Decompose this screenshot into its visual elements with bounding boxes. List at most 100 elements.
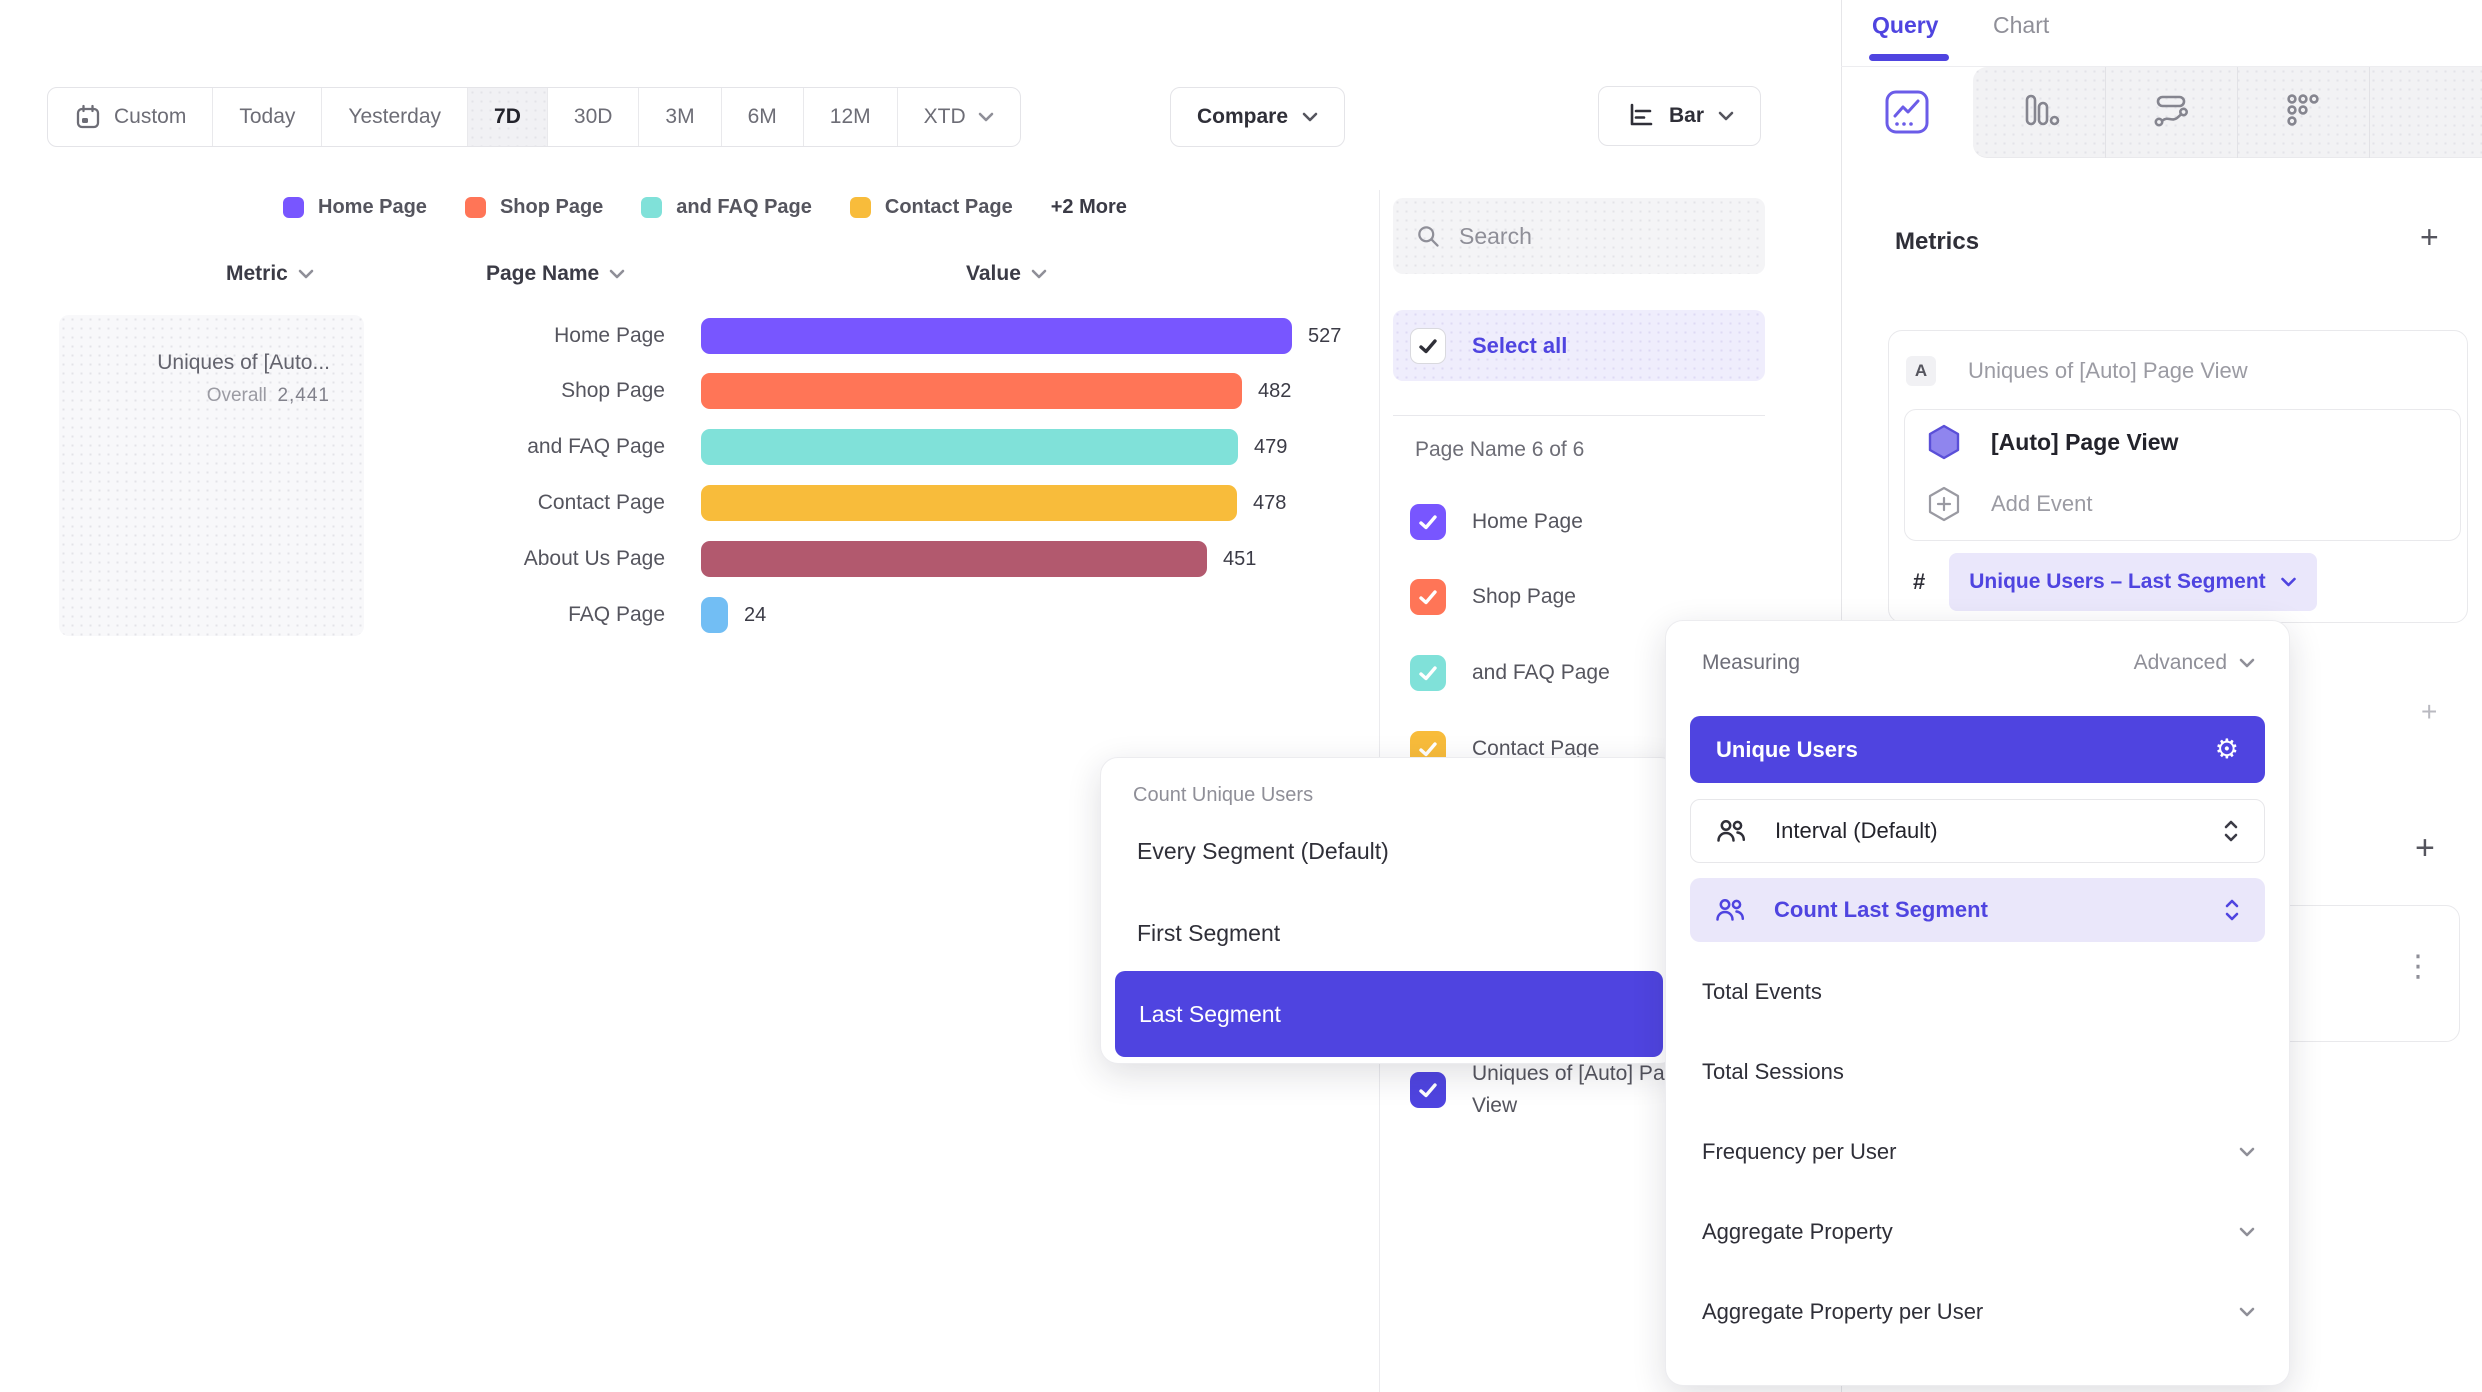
- chevron-down-icon: [609, 269, 625, 279]
- filter-divider: [1393, 415, 1765, 416]
- strip-top-border: [1841, 66, 2482, 67]
- chevron-down-icon: [2239, 658, 2255, 668]
- date-range-12m[interactable]: 12M: [804, 88, 898, 146]
- add-event-label: Add Event: [1991, 491, 2093, 516]
- bar[interactable]: [701, 318, 1292, 354]
- date-range-today[interactable]: Today: [213, 88, 323, 146]
- column-header-metric[interactable]: Metric: [226, 262, 314, 286]
- flows-tab-icon[interactable]: [2148, 89, 2194, 135]
- bar[interactable]: [701, 373, 1242, 409]
- date-range-yesterday[interactable]: Yesterday: [322, 88, 469, 146]
- bar-value: 479: [1254, 435, 1288, 458]
- measuring-option-aggregate-property[interactable]: Aggregate Property: [1702, 1210, 2255, 1254]
- measuring-option-frequency-per-user[interactable]: Frequency per User: [1702, 1130, 2255, 1174]
- event-row[interactable]: [Auto] Page View: [1927, 424, 2178, 460]
- measuring-option-total-events[interactable]: Total Events: [1702, 979, 1822, 1004]
- bar-row-label: FAQ Page: [568, 603, 665, 626]
- count-last-segment-row[interactable]: Count Last Segment: [1690, 878, 2265, 942]
- advanced-dropdown[interactable]: Advanced: [2134, 651, 2255, 675]
- checkbox-checked[interactable]: [1410, 579, 1446, 615]
- bar[interactable]: [701, 597, 728, 633]
- measurement-chip[interactable]: Unique Users – Last Segment: [1949, 553, 2317, 611]
- insights-line-chart-tab-icon[interactable]: [1884, 89, 1930, 135]
- retention-dots-tab-icon[interactable]: [2280, 89, 2326, 135]
- select-all-checkbox[interactable]: [1410, 327, 1446, 364]
- bar-row-label: About Us Page: [523, 547, 665, 570]
- chart-type-button[interactable]: Bar: [1598, 86, 1762, 146]
- tab-query[interactable]: Query: [1872, 12, 1939, 38]
- filter-item-home-page[interactable]: Home Page: [1410, 504, 1583, 540]
- add-metric-button[interactable]: +: [2420, 219, 2439, 255]
- measuring-option-total-sessions[interactable]: Total Sessions: [1702, 1059, 1844, 1084]
- tab-chart[interactable]: Chart: [1993, 12, 2050, 38]
- bar-row-label: and FAQ Page: [527, 435, 665, 458]
- bar[interactable]: [701, 541, 1207, 577]
- date-range-custom[interactable]: Custom: [48, 88, 214, 146]
- horizontal-bar-chart-icon: [1630, 103, 1653, 126]
- legend-item[interactable]: Contact Page: [849, 196, 1013, 219]
- legend-swatch: [464, 197, 486, 218]
- option-every-segment[interactable]: Every Segment (Default): [1137, 838, 1389, 864]
- column-header-page-name[interactable]: Page Name: [486, 262, 625, 286]
- tab-separator: [2369, 67, 2370, 158]
- metric-cell-title: Uniques of [Auto...: [157, 351, 330, 374]
- check-icon: [1419, 1083, 1437, 1098]
- users-icon: [1716, 899, 1745, 921]
- legend-more[interactable]: +2 More: [1050, 196, 1127, 218]
- bar-value: 451: [1223, 547, 1257, 570]
- measuring-title: Measuring: [1702, 651, 1801, 674]
- legend-item[interactable]: Home Page: [283, 196, 427, 219]
- search-input[interactable]: [1458, 222, 1743, 250]
- option-first-segment[interactable]: First Segment: [1137, 920, 1281, 946]
- filter-group-label: Page Name 6 of 6: [1415, 438, 1585, 461]
- legend-item[interactable]: and FAQ Page: [641, 196, 812, 219]
- users-icon: [1717, 820, 1746, 842]
- legend-swatch: [849, 197, 871, 218]
- legend-item[interactable]: Shop Page: [464, 196, 603, 219]
- table-row: About Us Page 451: [0, 541, 1370, 577]
- chevron-down-icon: [1302, 112, 1318, 122]
- chevron-down-icon: [2280, 577, 2296, 587]
- add-event-hexagon-icon: [1928, 486, 1960, 522]
- search-icon: [1418, 226, 1439, 247]
- bar-row-label: Shop Page: [561, 379, 665, 402]
- number-format-hash: #: [1913, 569, 1926, 594]
- bar-row-label: Home Page: [554, 324, 665, 347]
- metric-card-title: Uniques of [Auto] Page View: [1968, 358, 2248, 383]
- gear-icon[interactable]: ⚙: [2214, 734, 2239, 765]
- select-all-label: Select all: [1472, 332, 1568, 358]
- bar[interactable]: [701, 485, 1237, 521]
- metric-cell[interactable]: Uniques of [Auto... Overall 2,441: [59, 315, 364, 636]
- checkbox-checked[interactable]: [1410, 504, 1446, 540]
- funnel-bars-tab-icon[interactable]: [2016, 89, 2062, 135]
- option-last-segment-selected[interactable]: Last Segment: [1115, 971, 1663, 1057]
- add-filter-button[interactable]: +: [2421, 696, 2438, 727]
- calendar-icon: [76, 104, 100, 129]
- measuring-option-aggregate-property-per-user[interactable]: Aggregate Property per User: [1702, 1290, 2255, 1334]
- tab-separator: [2237, 67, 2238, 158]
- check-icon: [1419, 666, 1437, 681]
- column-header-value[interactable]: Value: [966, 262, 1047, 286]
- interval-default-row[interactable]: Interval (Default): [1690, 799, 2265, 863]
- date-range-7d[interactable]: 7D: [468, 88, 548, 146]
- checkbox-checked[interactable]: [1410, 1072, 1446, 1108]
- add-event-row[interactable]: Add Event: [1927, 486, 2093, 522]
- measuring-option-unique-users-selected[interactable]: Unique Users ⚙: [1690, 716, 2265, 783]
- compare-button[interactable]: Compare: [1170, 87, 1346, 147]
- date-range-30d[interactable]: 30D: [548, 88, 640, 146]
- bar-value: 482: [1258, 379, 1292, 402]
- date-range-3m[interactable]: 3M: [639, 88, 722, 146]
- select-all-row[interactable]: Select all: [1393, 310, 1765, 381]
- search-box: [1393, 198, 1765, 274]
- chevron-down-icon: [1031, 269, 1047, 279]
- date-range-6m[interactable]: 6M: [722, 88, 804, 146]
- date-range-xtd[interactable]: XTD: [898, 88, 1020, 146]
- bar[interactable]: [701, 429, 1238, 465]
- bar-row-label: Contact Page: [537, 491, 665, 514]
- filter-item-uniques[interactable]: Uniques of [Auto] Page View: [1410, 1058, 1710, 1122]
- kebab-menu-icon[interactable]: ⋮: [2403, 950, 2433, 983]
- filter-item-shop-page[interactable]: Shop Page: [1410, 579, 1576, 615]
- checkbox-checked[interactable]: [1410, 655, 1446, 691]
- add-breakdown-button[interactable]: +: [2415, 829, 2435, 867]
- filter-item-and-faq-page[interactable]: and FAQ Page: [1410, 655, 1610, 691]
